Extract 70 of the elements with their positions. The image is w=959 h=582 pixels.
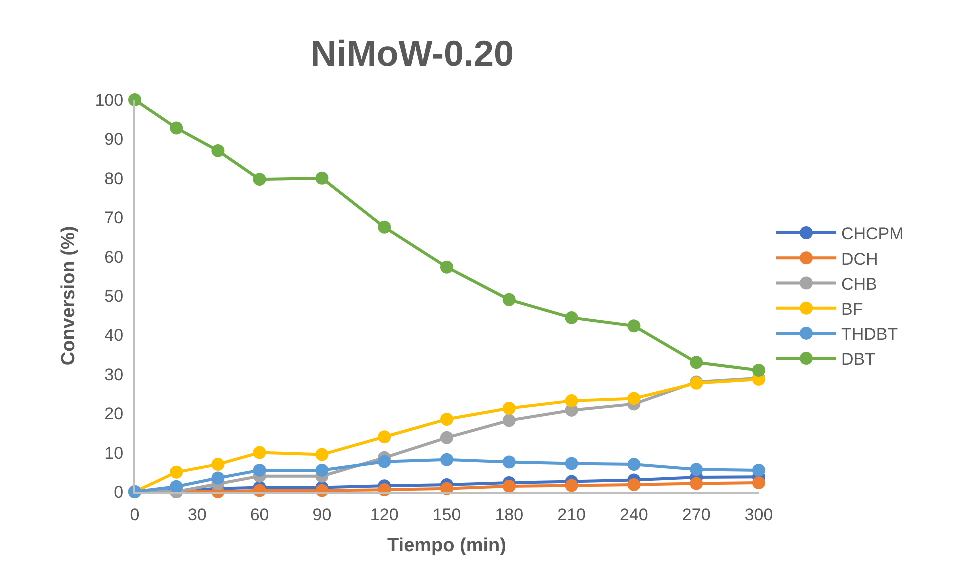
y-tick-label: 30	[104, 365, 124, 384]
point	[628, 320, 641, 333]
point	[502, 480, 516, 494]
point	[212, 472, 225, 485]
point	[440, 431, 454, 444]
x-tick-label: 240	[620, 505, 648, 524]
y-axis-title: Conversion (%)	[58, 226, 80, 366]
point	[752, 464, 766, 477]
point	[212, 144, 225, 158]
x-tick-label: 0	[130, 505, 140, 524]
point	[316, 464, 329, 477]
point	[628, 478, 641, 492]
x-tick-label: 180	[495, 505, 524, 524]
point	[502, 402, 516, 415]
point	[565, 394, 578, 408]
point	[316, 448, 329, 462]
legend-label: BF	[841, 300, 864, 319]
point	[440, 453, 454, 466]
y-tick-label: 100	[95, 90, 124, 110]
y-tick-label: 50	[104, 286, 124, 306]
point	[502, 456, 516, 469]
legend-label: DCH	[841, 250, 878, 269]
point	[565, 479, 578, 492]
y-tick-label: 20	[104, 404, 124, 424]
point	[628, 458, 641, 472]
y-tick-label: 70	[104, 208, 124, 228]
point	[253, 173, 266, 186]
y-tick-label: 80	[104, 169, 124, 188]
chart-title: NiMoW-0.20	[310, 32, 514, 74]
x-tick-label: 150	[432, 505, 462, 524]
point	[628, 392, 641, 406]
point	[316, 172, 329, 185]
y-tick-label: 10	[104, 444, 124, 463]
x-tick-label: 120	[370, 505, 399, 524]
point	[440, 260, 454, 274]
point	[253, 464, 266, 477]
y-tick-label: 0	[114, 482, 124, 502]
x-tick-label: 90	[312, 505, 332, 524]
point	[565, 311, 578, 324]
y-tick-label: 40	[104, 326, 124, 346]
x-axis-title: Tiempo (min)	[388, 536, 506, 557]
y-tick-label: 90	[104, 130, 124, 150]
point	[170, 480, 184, 494]
point	[502, 293, 516, 306]
point	[690, 356, 704, 370]
point	[170, 122, 184, 135]
point	[378, 455, 392, 468]
legend-label: CHB	[841, 274, 878, 294]
point	[378, 430, 392, 444]
point	[378, 220, 392, 234]
point	[565, 457, 578, 470]
legend-label: CHCPM	[841, 224, 904, 244]
point	[502, 414, 516, 428]
x-tick-label: 270	[682, 505, 711, 524]
point	[212, 458, 225, 472]
point	[752, 364, 766, 377]
x-tick-label: 30	[188, 505, 207, 524]
point	[440, 412, 454, 426]
point	[170, 466, 184, 479]
y-tick-label: 60	[104, 248, 124, 267]
x-tick-label: 210	[558, 505, 586, 524]
x-tick-label: 60	[250, 505, 270, 524]
point	[690, 477, 704, 490]
point	[752, 476, 766, 490]
point	[690, 463, 704, 476]
x-tick-label: 300	[744, 505, 774, 524]
legend-label: DBT	[841, 350, 876, 370]
point	[128, 94, 142, 106]
point	[253, 446, 266, 460]
legend-label: THDBT	[841, 325, 898, 344]
